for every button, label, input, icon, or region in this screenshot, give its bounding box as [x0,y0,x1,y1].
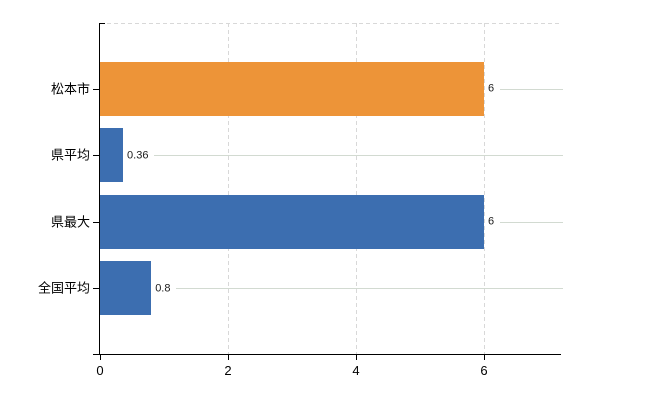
value-leader-line [500,221,563,223]
x-axis-tick-label: 4 [352,363,360,378]
x-axis-tick [99,354,101,360]
value-label: 6 [488,82,495,95]
category-label: 県最大 [50,214,90,229]
category-label: 松本市 [50,81,90,96]
vertical-gridline [483,23,485,354]
y-axis-bottom-tick [93,354,100,355]
value-label: 6 [488,215,495,228]
vertical-gridline [355,23,357,354]
value-leader-line [176,288,563,289]
y-axis-top-tick [100,23,105,24]
x-axis-tick [227,354,229,360]
vertical-gridline [227,23,229,354]
y-axis-tick [93,221,100,223]
bar-県平均 [100,128,124,182]
bar-県最大 [100,194,484,249]
category-label: 全国平均 [37,280,90,296]
bar-全国平均 [100,261,152,315]
plot-top-border [100,23,561,24]
value-label: 0.8 [155,282,171,294]
plot-area: 0 2 4 6 松本市 6 県平均 0.36 県最大 6 全国平均 0.8 [38,23,563,378]
value-leader-line [500,88,563,90]
x-axis-tick-label: 2 [224,363,232,378]
x-axis-tick [483,354,485,360]
y-axis-tick [93,88,100,90]
category-label: 県平均 [50,147,90,163]
value-label: 0.36 [127,149,149,161]
x-axis-tick [355,354,357,360]
y-axis-tick [93,155,100,156]
bar-松本市 [100,61,484,116]
x-axis-tick-label: 6 [480,363,488,378]
x-axis-tick-label: 0 [96,363,104,378]
y-axis-tick [93,288,100,289]
value-leader-line [154,155,563,156]
